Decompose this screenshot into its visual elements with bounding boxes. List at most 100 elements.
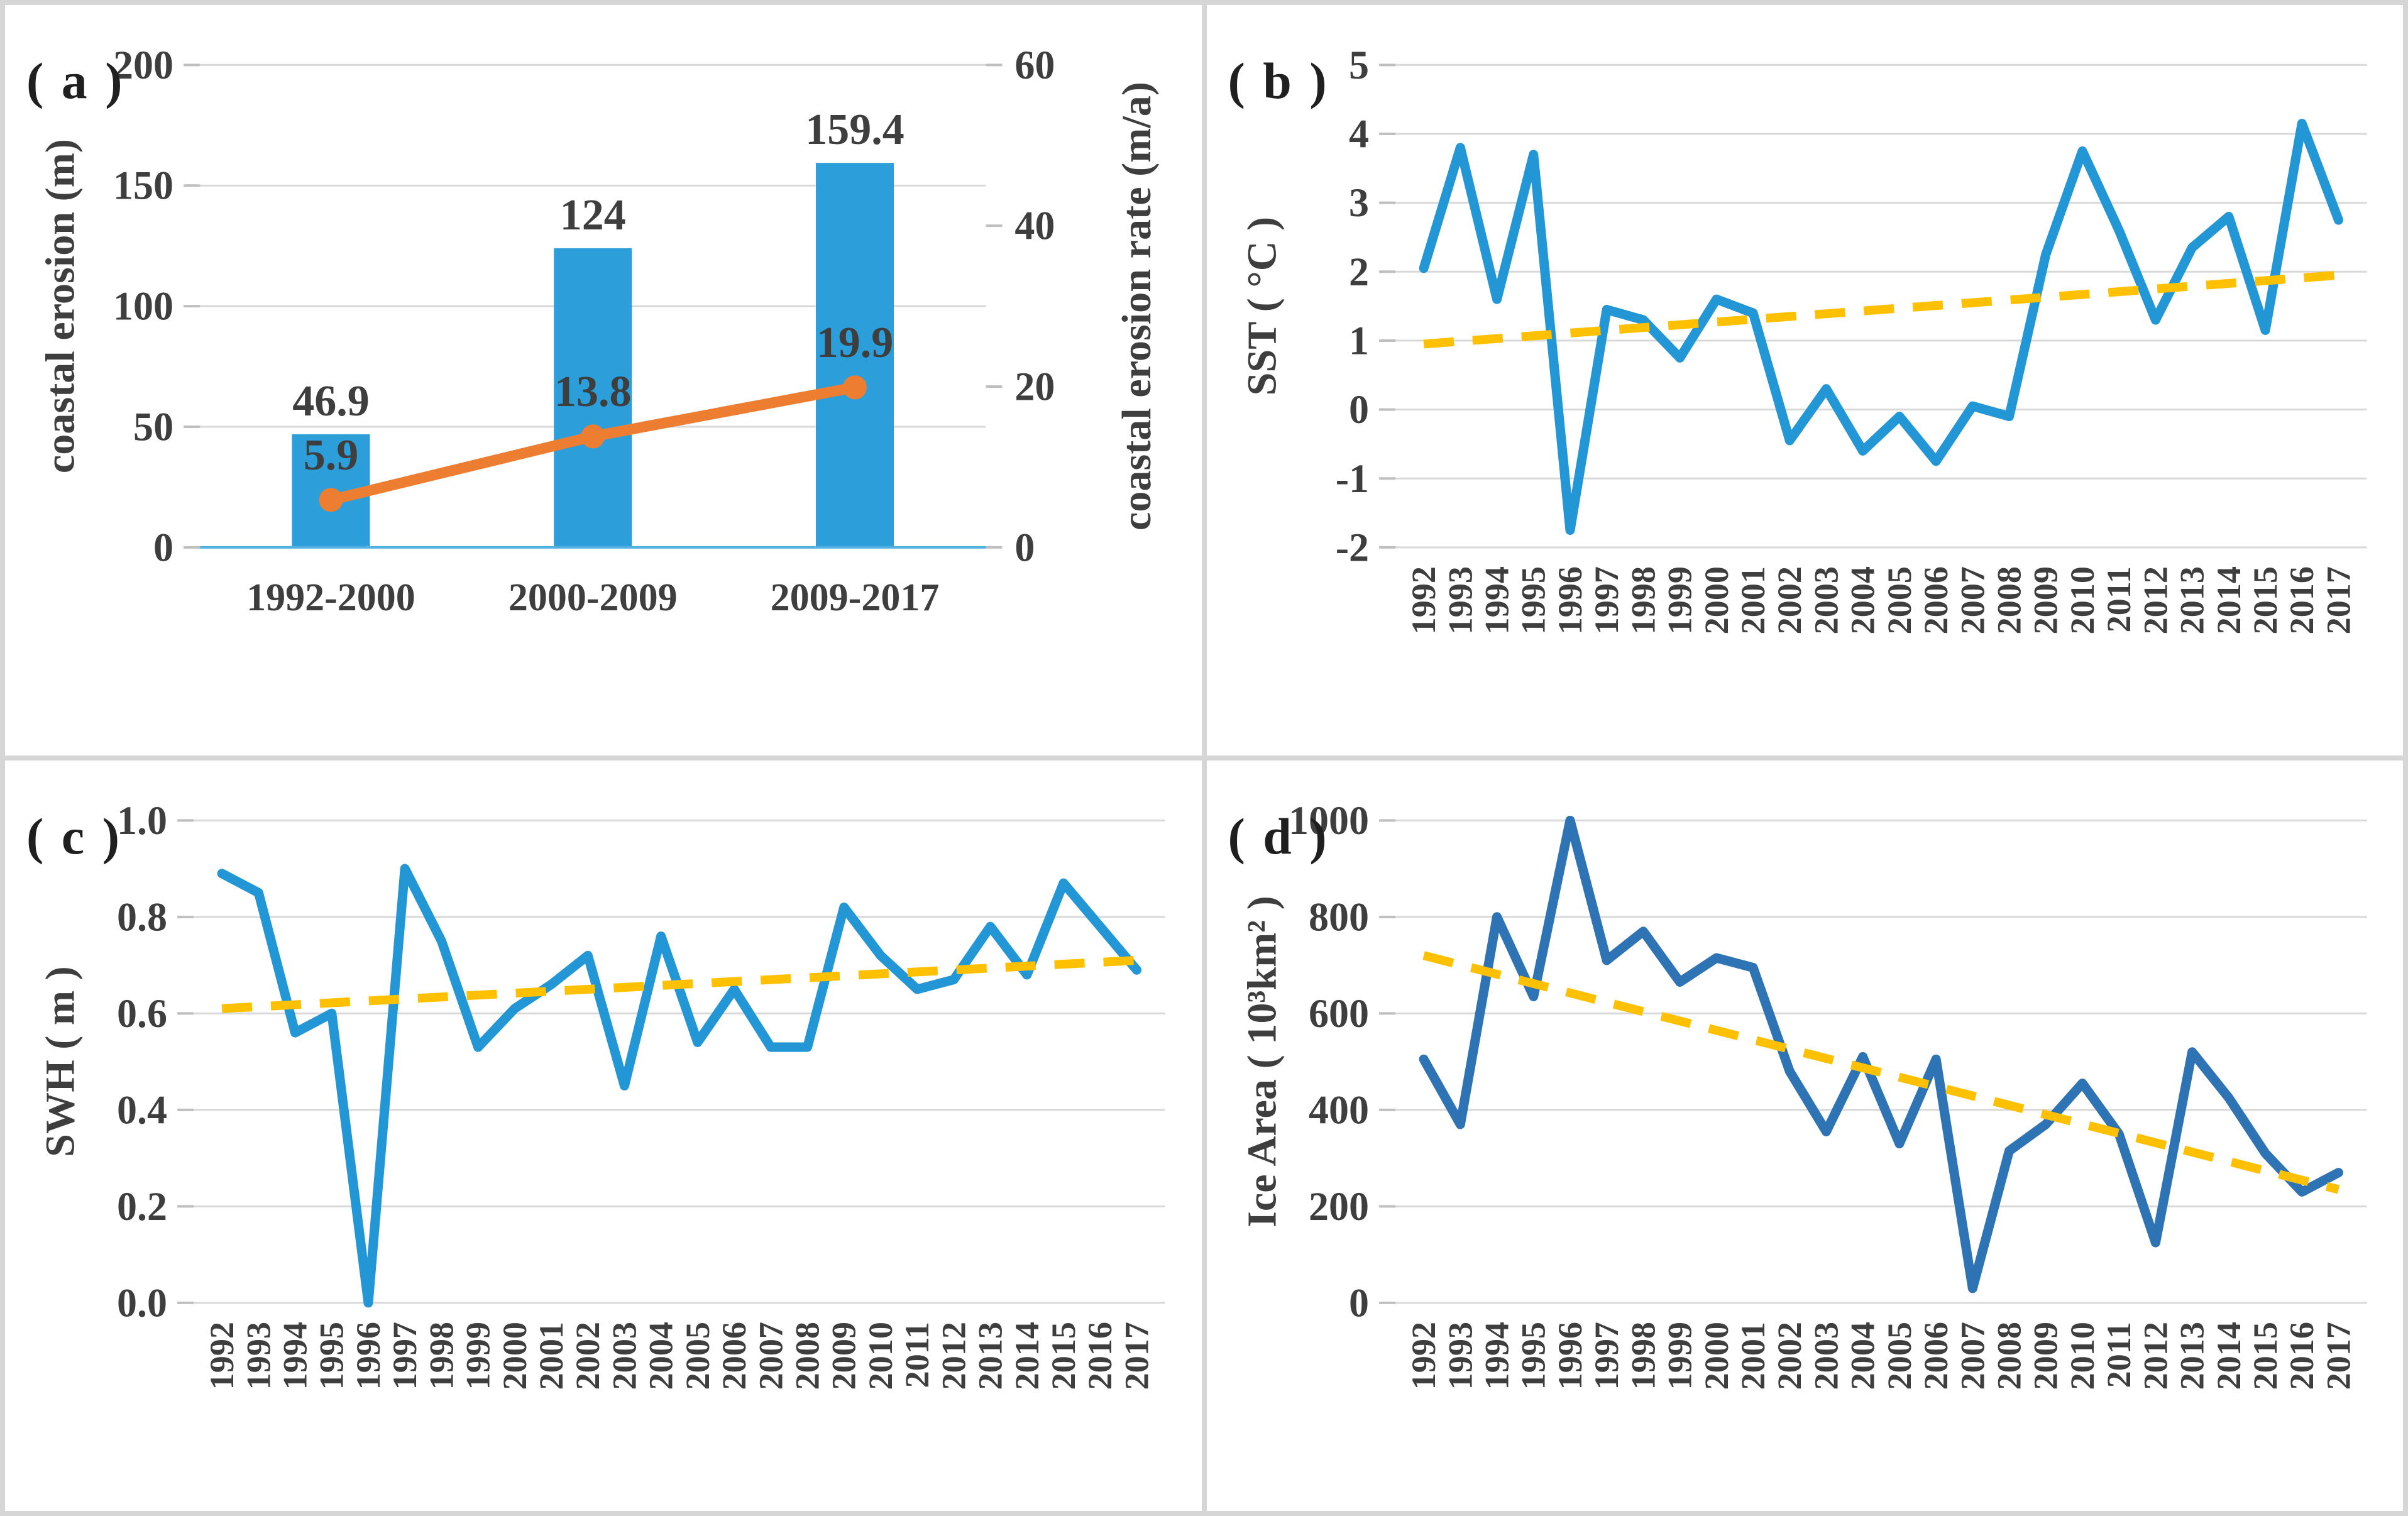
x-tick-label: 1997 <box>386 1322 424 1390</box>
x-tick-label: 1997 <box>1588 566 1625 634</box>
panel-b: ( b ) 5 4 3 2 1 0 -1 -2 SST ( °C ) 1992 1993 1994 19… <box>1206 5 2404 755</box>
x-tick-label: 2000 <box>1697 566 1735 634</box>
x-tick-label: 2005 <box>1880 1322 1918 1390</box>
x-tick-label: 2003 <box>606 1322 644 1390</box>
y-left-tick-label: 200 <box>113 43 173 87</box>
x-tick-label: 2010 <box>2064 566 2101 634</box>
x-tick-label: 1996 <box>1551 566 1588 634</box>
panel-d-chart: 1000 800 600 400 200 0 Ice Area ( 10³km² ) 1992… <box>1207 761 2404 1511</box>
x-tick-label: 1994 <box>277 1322 314 1390</box>
y-right-tick-label: 0 <box>1014 525 1035 569</box>
rate-value-label: 19.9 <box>816 319 894 367</box>
y-axis-label: Ice Area ( 10³km² ) <box>1239 896 1285 1228</box>
trend-line <box>1422 951 2339 1194</box>
x-tick-label: 2006 <box>1917 1322 1955 1390</box>
x-tick-label: 1993 <box>1441 1322 1479 1390</box>
x-tick-label: 2014 <box>2209 566 2247 634</box>
trend-line <box>221 955 1137 1013</box>
bar-value-label: 124 <box>560 191 626 239</box>
bar-value-label: 159.4 <box>805 106 904 154</box>
rate-value-label: 13.8 <box>554 368 632 416</box>
x-tick-label: 2010 <box>2064 1322 2101 1390</box>
x-tick-label: 1994 <box>1478 1322 1515 1390</box>
x-tick-label: 2007 <box>1954 1322 1991 1390</box>
y-tick-label: 400 <box>1309 1087 1369 1132</box>
x-tick-label: 2003 <box>1807 566 1845 634</box>
x-tick-label: 2012 <box>2136 566 2174 634</box>
y-tick-label: -2 <box>1335 525 1368 569</box>
x-tick-label: 2001 <box>1734 566 1772 634</box>
x-tick-label: 1998 <box>422 1322 460 1390</box>
y-right-tick-label: 20 <box>1014 364 1055 409</box>
x-tick-label: 2016 <box>1081 1322 1119 1390</box>
x-tick-label: 1998 <box>1624 566 1662 634</box>
sst-line <box>1419 118 2343 536</box>
x-tick-label: 2016 <box>2283 566 2321 634</box>
x-tick-label: 2011 <box>2100 566 2138 632</box>
trend-line <box>1423 270 2339 349</box>
x-tick-label: 1996 <box>349 1322 387 1390</box>
y-right-tick-label: 40 <box>1014 204 1055 248</box>
x-tick-label: 2008 <box>1990 1322 2028 1390</box>
panel-a-letter: ( a ) <box>26 52 125 109</box>
y-tick-label: 1000 <box>1289 798 1369 843</box>
x-tick-label: 1993 <box>239 1322 277 1390</box>
x-tick-label: 1995 <box>1514 566 1552 634</box>
panel-c: ( c ) 1.0 0.8 0.6 0.4 0.2 0.0 SWH ( m ) 1992 199… <box>5 761 1202 1511</box>
x-tick-label: 2012 <box>935 1322 972 1390</box>
x-tick-label: 1999 <box>459 1322 497 1390</box>
y-left-axis-label: coastal erosion (m) <box>38 139 84 473</box>
y-tick-label: 0.0 <box>117 1280 167 1325</box>
y-left-tick-label: 0 <box>153 525 173 569</box>
x-tick-label: 2005 <box>679 1322 717 1390</box>
rate-marker <box>581 424 605 449</box>
y-tick-label: 0.2 <box>117 1184 167 1229</box>
ice-area-line <box>1419 815 2343 1294</box>
x-tick-label: 2009 <box>2026 566 2064 634</box>
x-tick-label: 1995 <box>313 1322 351 1390</box>
panel-d: ( d ) 1000 800 600 400 200 0 Ice Area ( 10³km²… <box>1206 761 2404 1511</box>
y-tick-label: 0 <box>1349 387 1369 432</box>
panel-d-letter: ( d ) <box>1228 808 1329 865</box>
x-tick-label: 1999 <box>1661 566 1698 634</box>
x-tick-label: 2011 <box>2100 1322 2138 1388</box>
x-tick-label: 2004 <box>642 1322 680 1390</box>
x-tick-label: 2008 <box>1990 566 2028 634</box>
coastal-erosion-bar <box>554 248 632 547</box>
x-tick-label: 2001 <box>532 1322 570 1390</box>
x-tick-label: 2007 <box>1954 566 1991 634</box>
x-tick-label: 2000 <box>1697 1322 1735 1390</box>
y-right-axis-label: coastal erosion rate (m/a) <box>1114 82 1160 530</box>
panel-c-chart: 1.0 0.8 0.6 0.4 0.2 0.0 SWH ( m ) 1992 1993 1994 1… <box>5 761 1202 1511</box>
x-tick-label: 1997 <box>1588 1322 1625 1390</box>
x-tick-label: 1992 <box>1405 1322 1443 1390</box>
x-tick-label: 2013 <box>972 1322 1009 1390</box>
x-tick-label: 2015 <box>2246 1322 2284 1390</box>
x-tick-label: 2012 <box>2136 1322 2174 1390</box>
x-tick-label: 1998 <box>1624 1322 1662 1390</box>
x-tick-label: 2005 <box>1880 566 1918 634</box>
x-tick-label: 2017 <box>2319 566 2357 634</box>
y-right-tick-label: 60 <box>1014 43 1055 87</box>
x-tick-label: 2000 <box>496 1322 534 1390</box>
x-tick-label: 2001 <box>1734 1322 1772 1390</box>
bar-value-label: 46.9 <box>292 377 370 426</box>
x-tick-label: 2013 <box>2173 1322 2211 1390</box>
panel-b-chart: 5 4 3 2 1 0 -1 -2 SST ( °C ) 1992 1993 1994 1995 1996… <box>1207 5 2404 755</box>
x-tick-label: 2002 <box>569 1322 607 1390</box>
x-tick-label: 2017 <box>1118 1322 1156 1390</box>
x-tick-label: 2017 <box>2319 1322 2357 1390</box>
y-tick-label: 200 <box>1309 1184 1369 1229</box>
x-tick-label: 2015 <box>1045 1322 1082 1390</box>
panel-c-letter: ( c ) <box>26 808 123 865</box>
x-tick-label: 1999 <box>1661 1322 1698 1390</box>
panel-b-letter: ( b ) <box>1228 52 1329 109</box>
x-category-label: 2000-2009 <box>509 576 678 619</box>
x-tick-label: 2010 <box>862 1322 899 1390</box>
y-tick-label: 4 <box>1349 111 1369 156</box>
x-tick-label: 2009 <box>825 1322 863 1390</box>
rate-marker <box>319 488 343 512</box>
x-tick-label: 1996 <box>1551 1322 1588 1390</box>
x-tick-label: 2008 <box>789 1322 827 1390</box>
y-tick-label: 0.8 <box>117 894 167 939</box>
